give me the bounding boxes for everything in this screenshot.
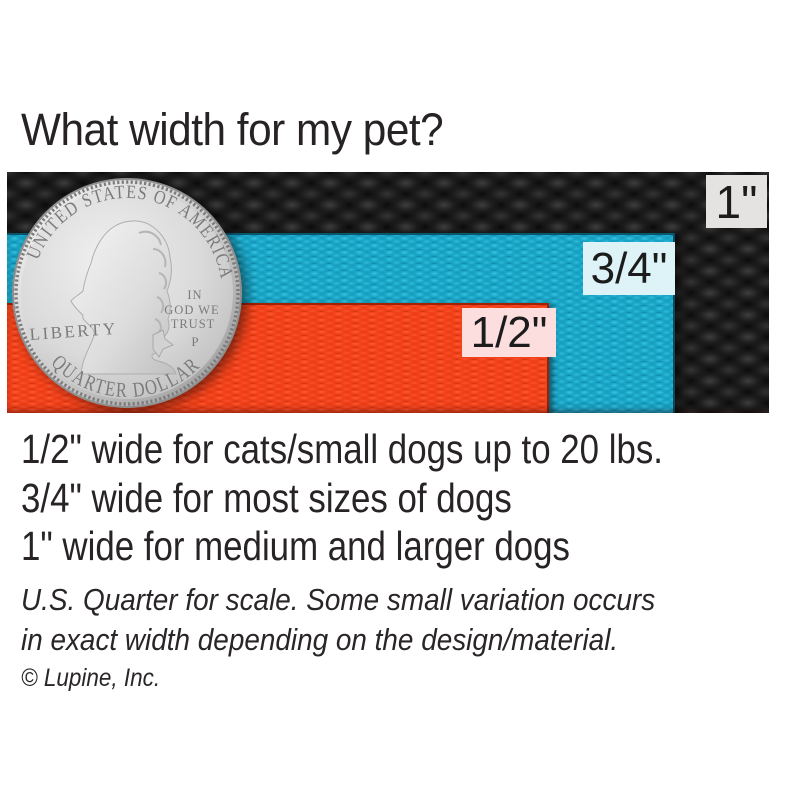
ribbon-bow bbox=[152, 329, 175, 358]
coin-mint-mark: P bbox=[191, 334, 198, 349]
size-guide-line-one-inch: 1" wide for medium and larger dogs bbox=[21, 523, 570, 569]
coin-reeding bbox=[14, 180, 240, 406]
width-label-3-4-inch: 3/4" bbox=[583, 242, 675, 295]
coin-motto-line-1: IN bbox=[187, 288, 202, 302]
size-guide-line-three-quarter-inch: 3/4" wide for most sizes of dogs bbox=[21, 475, 512, 521]
webbing-photo: UNITED STATES OF AMERICA QUARTER DOLLAR … bbox=[7, 172, 769, 413]
width-label-1-inch: 1" bbox=[706, 175, 767, 228]
footnote-line-1: U.S. Quarter for scale. Some small varia… bbox=[21, 582, 656, 617]
hair-curls bbox=[138, 230, 168, 334]
coin-motto-line-2: GOD WE bbox=[164, 303, 219, 317]
size-guide-line-half-inch: 1/2" wide for cats/small dogs up to 20 l… bbox=[21, 426, 663, 472]
copyright-text: © Lupine, Inc. bbox=[21, 664, 161, 692]
footnote-line-2: in exact width depending on the design/m… bbox=[21, 622, 619, 657]
width-label-1-2-inch: 1/2" bbox=[462, 308, 556, 357]
coin-motto-line-3: TRUST bbox=[171, 317, 216, 331]
quarter-coin-icon: UNITED STATES OF AMERICA QUARTER DOLLAR … bbox=[12, 178, 242, 408]
page-title: What width for my pet? bbox=[21, 104, 444, 155]
